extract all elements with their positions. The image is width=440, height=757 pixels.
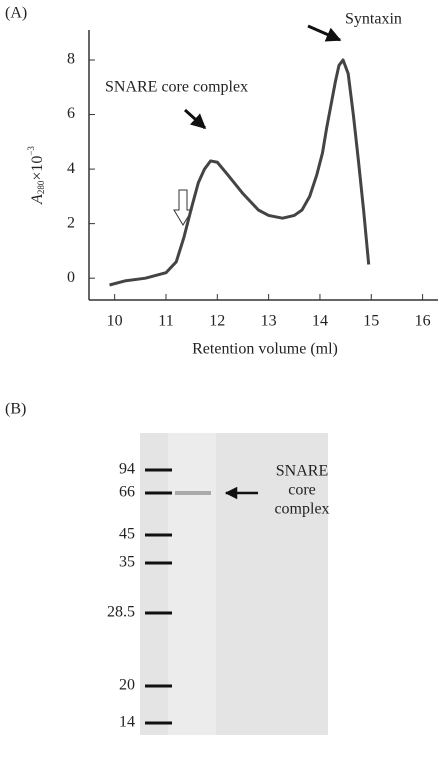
figure: (A) Syntaxin SNARE core complex A280×10−… <box>0 0 440 752</box>
y-tick-label: 8 <box>67 51 75 68</box>
marker-label: 14 <box>119 714 135 731</box>
arrow <box>185 110 205 128</box>
y-tick-label: 6 <box>67 105 75 122</box>
x-axis-label: Retention volume (ml) <box>192 341 338 358</box>
x-tick-label: 14 <box>312 313 328 330</box>
y-label-part: ×10 <box>29 156 46 181</box>
marker-label: 94 <box>119 461 135 478</box>
marker-label: 35 <box>119 554 135 571</box>
marker-label: 20 <box>119 677 135 694</box>
marker-label: 66 <box>119 484 135 501</box>
band-label: SNARE <box>276 463 328 480</box>
x-tick-label: 12 <box>209 313 225 330</box>
x-tick-label: 16 <box>415 313 431 330</box>
marker-label: 45 <box>119 526 135 543</box>
y-label-part: 280 <box>36 180 46 194</box>
x-tick-label: 15 <box>363 313 379 330</box>
y-tick-label: 0 <box>67 269 75 286</box>
panel-label: (B) <box>5 401 26 418</box>
y-axis-label: A280×10−3 <box>26 146 46 205</box>
panel-label: (A) <box>5 5 27 22</box>
x-tick-label: 13 <box>261 313 277 330</box>
marker-label: 28.5 <box>107 604 135 621</box>
gel-band <box>175 491 211 495</box>
x-tick-label: 10 <box>107 313 123 330</box>
x-tick-label: 11 <box>158 313 173 330</box>
y-tick-label: 2 <box>67 214 75 231</box>
band-label: core <box>288 482 316 499</box>
annotation: SNARE core complex <box>105 79 248 96</box>
band-label: complex <box>274 501 329 518</box>
y-tick-label: 4 <box>67 160 75 177</box>
arrow <box>308 26 340 40</box>
annotation: Syntaxin <box>345 11 402 28</box>
y-label-part: A <box>29 194 46 205</box>
y-label-part: −3 <box>26 146 36 156</box>
gel-lane <box>168 433 216 735</box>
